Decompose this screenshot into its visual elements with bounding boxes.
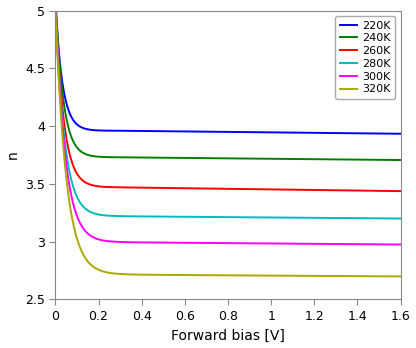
220K (53, 5, 58, 9)
300K (337, 242, 342, 246)
300K (398, 243, 403, 247)
260K (277, 188, 282, 192)
320K (260, 274, 265, 278)
320K (185, 273, 190, 277)
260K (116, 185, 121, 189)
280K (116, 214, 121, 218)
Legend: 220K, 240K, 260K, 280K, 300K, 320K: 220K, 240K, 260K, 280K, 300K, 320K (335, 16, 395, 99)
Line: 260K: 260K (56, 7, 401, 191)
260K (398, 189, 403, 193)
280K (53, 6, 58, 10)
300K (185, 241, 190, 245)
240K (277, 157, 282, 161)
300K (260, 241, 265, 245)
240K (53, 0, 58, 2)
280K (260, 215, 265, 220)
220K (337, 131, 342, 135)
220K (398, 132, 403, 136)
Y-axis label: n: n (5, 151, 20, 159)
320K (277, 274, 282, 278)
280K (310, 216, 315, 220)
240K (116, 155, 121, 159)
Line: 300K: 300K (56, 10, 401, 245)
300K (310, 242, 315, 246)
260K (310, 188, 315, 192)
Line: 280K: 280K (56, 8, 401, 219)
260K (53, 5, 58, 9)
280K (277, 215, 282, 220)
280K (337, 216, 342, 220)
240K (310, 157, 315, 161)
320K (337, 274, 342, 278)
Line: 320K: 320K (56, 14, 401, 276)
260K (337, 188, 342, 192)
220K (116, 129, 121, 133)
320K (310, 274, 315, 278)
220K (185, 129, 190, 134)
260K (260, 187, 265, 191)
320K (53, 12, 58, 16)
240K (185, 156, 190, 160)
300K (53, 8, 58, 13)
300K (277, 242, 282, 246)
300K (116, 240, 121, 244)
220K (310, 131, 315, 135)
240K (260, 157, 265, 161)
220K (260, 130, 265, 134)
Line: 240K: 240K (56, 0, 401, 160)
280K (185, 215, 190, 219)
240K (337, 157, 342, 161)
240K (398, 158, 403, 162)
260K (185, 186, 190, 190)
280K (398, 216, 403, 221)
X-axis label: Forward bias [V]: Forward bias [V] (171, 329, 285, 342)
220K (277, 130, 282, 135)
320K (116, 272, 121, 276)
Line: 220K: 220K (56, 7, 401, 134)
320K (398, 274, 403, 278)
